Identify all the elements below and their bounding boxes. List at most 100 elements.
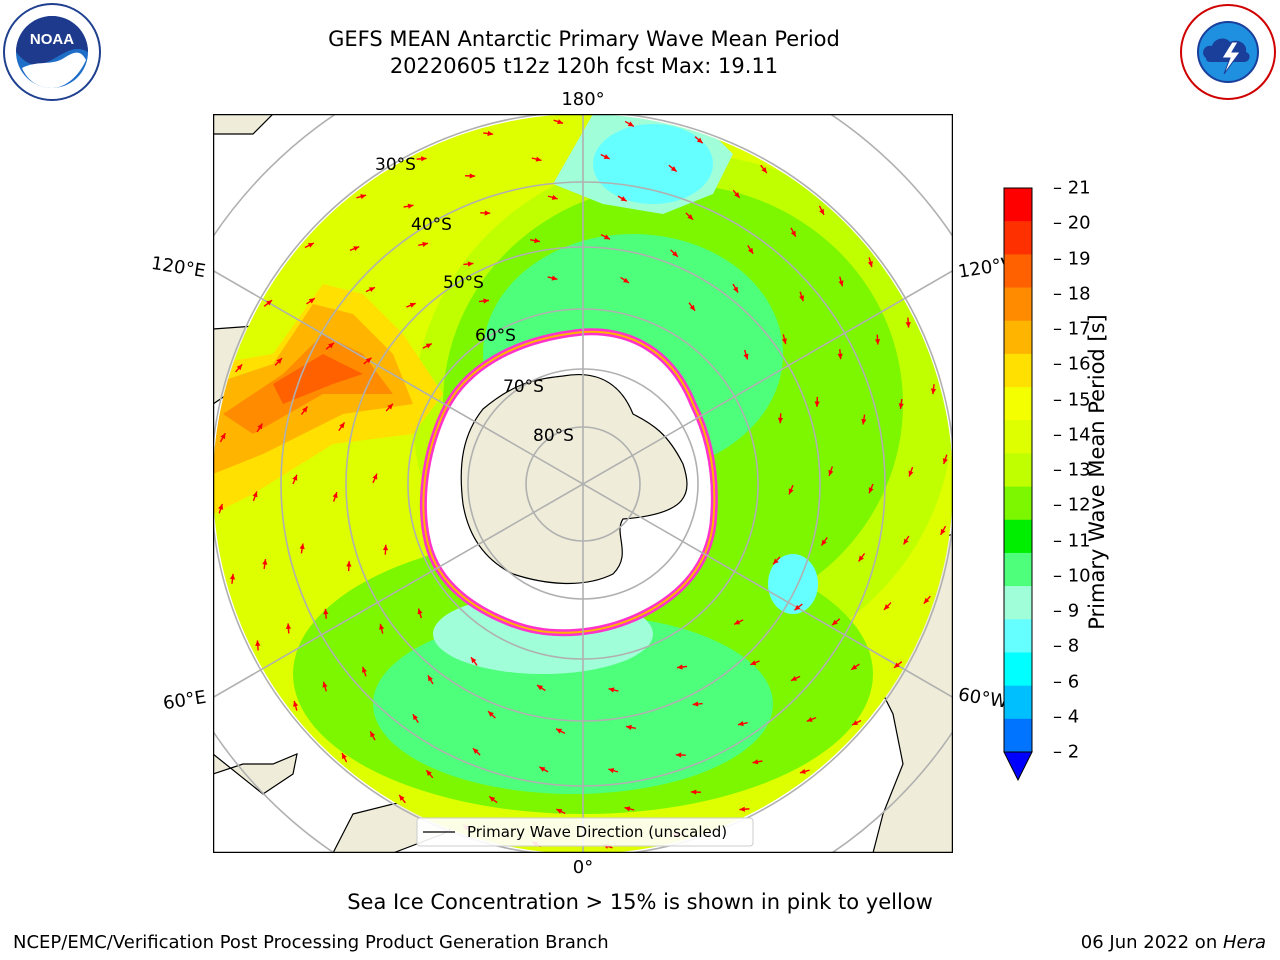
- wave-arrow: [688, 302, 696, 312]
- colorbar-tick-label: – 13: [1053, 459, 1091, 481]
- wave-arrow: [600, 234, 611, 240]
- colorbar-tick-label: – 15: [1053, 389, 1091, 410]
- wave-arrow: [806, 716, 817, 723]
- colorbar-tick-label: – 6: [1053, 671, 1080, 692]
- wave-arrow: [299, 543, 305, 554]
- wave-arrow: [398, 794, 406, 804]
- wave-arrow: [851, 719, 862, 726]
- lat-label-70s: 70°S: [503, 377, 544, 397]
- wave-arrow: [465, 173, 476, 179]
- wave-arrow: [902, 535, 910, 545]
- colorbar-cell: [1004, 652, 1032, 687]
- wave-arrow: [694, 136, 704, 144]
- wave-arrow: [858, 553, 866, 562]
- colorbar-cell: [1004, 221, 1032, 255]
- wave-arrow: [818, 205, 825, 216]
- wave-arrow: [799, 768, 810, 774]
- wave-arrow: [529, 237, 541, 244]
- colorbar-tick-label: – 18: [1053, 283, 1091, 305]
- colorbar: [1003, 187, 1033, 782]
- wave-arrow: [814, 396, 820, 407]
- wave-arrow: [828, 466, 834, 477]
- wave-arrow: [306, 297, 316, 305]
- wave-arrow: [369, 731, 376, 741]
- wave-arrow: [322, 681, 328, 692]
- wave-arrow: [772, 556, 781, 565]
- wave-arrow: [838, 276, 844, 287]
- wave-arrow: [893, 661, 903, 669]
- colorbar-tick-label: – 10: [1053, 565, 1091, 587]
- wave-arrow: [292, 474, 298, 485]
- colorbar-tick-label: – 17: [1053, 318, 1091, 340]
- wave-arrow: [670, 249, 679, 258]
- wave-arrow: [799, 291, 805, 302]
- colorbar-cell: [1004, 519, 1032, 554]
- wave-arrow: [747, 244, 754, 255]
- footer-machine: Hera: [1222, 932, 1266, 953]
- wave-arrow: [412, 713, 419, 724]
- wave-arrow: [868, 483, 874, 494]
- wave-arrow: [668, 164, 678, 173]
- wave-arrow: [229, 573, 236, 584]
- wave-arrow: [418, 241, 429, 247]
- colorbar-cell: [1004, 486, 1032, 521]
- lat-label-40s: 40°S: [411, 215, 452, 235]
- wave-arrow: [274, 357, 283, 366]
- wave-arrow: [361, 666, 367, 677]
- colorbar-cell: [1004, 387, 1032, 421]
- wave-arrow: [256, 423, 264, 433]
- wave-arrow: [820, 536, 828, 546]
- wave-arrow: [692, 701, 703, 707]
- wave-arrow: [905, 317, 911, 328]
- legend-label: Primary Wave Direction (unscaled): [467, 823, 727, 841]
- colorbar-cell: [1004, 320, 1032, 355]
- wave-arrow: [323, 608, 329, 619]
- wave-arrow: [416, 156, 427, 162]
- wave-arrow: [472, 747, 481, 756]
- wave-arrow: [923, 595, 931, 605]
- noaa-logo: NOAA: [3, 3, 101, 101]
- wave-arrow: [332, 491, 338, 502]
- wave-arrow: [488, 795, 498, 804]
- map-legend: Primary Wave Direction (unscaled): [416, 817, 754, 847]
- wave-arrow: [480, 210, 491, 216]
- colorbar-tick-label: – 8: [1053, 635, 1080, 657]
- wave-arrow: [463, 261, 474, 267]
- wave-arrow: [427, 674, 434, 685]
- colorbar-label: Primary Wave Mean Period [s]: [1085, 314, 1109, 630]
- colorbar-tick-label: – 16: [1053, 353, 1091, 375]
- wave-arrow: [790, 227, 797, 237]
- wave-arrow: [478, 298, 490, 304]
- wave-arrow: [547, 194, 558, 200]
- wave-arrow: [624, 806, 635, 812]
- wave-arrow: [908, 466, 914, 477]
- wave-arrow: [285, 623, 292, 634]
- wave-arrow: [739, 806, 750, 812]
- wave-arrow: [732, 189, 741, 199]
- wave-arrow: [898, 398, 904, 410]
- wave-arrow: [363, 357, 372, 365]
- wave-arrow: [346, 561, 352, 572]
- wave-arrow: [625, 724, 637, 731]
- colorbar-cell: [1004, 188, 1032, 222]
- colorbar-cell: [1004, 453, 1032, 488]
- lon-label-0: 0°: [572, 857, 594, 878]
- wave-arrow: [325, 342, 335, 350]
- wave-arrow: [837, 349, 843, 360]
- wave-arrow: [422, 342, 433, 349]
- wave-arrow: [752, 759, 763, 765]
- wave-arrow: [425, 769, 434, 779]
- wave-arrow: [624, 120, 635, 127]
- map-panel: 30°S 40°S 50°S 60°S 70°S 80°S Primary Wa…: [213, 114, 953, 853]
- wave-arrow: [861, 414, 867, 425]
- lon-label-120e: 120°E: [149, 252, 208, 283]
- colorbar-extend-triangle: [1003, 751, 1033, 782]
- wave-arrow: [940, 525, 947, 536]
- wave-arrow: [732, 283, 739, 294]
- wave-arrow: [262, 558, 268, 570]
- wave-arrow: [608, 768, 619, 774]
- wave-arrow: [553, 119, 564, 125]
- chart-subtitle: 20220605 t12z 120h fcst Max: 19.11: [389, 54, 779, 78]
- wave-arrow: [867, 257, 873, 268]
- lat-label-80s: 80°S: [533, 426, 574, 446]
